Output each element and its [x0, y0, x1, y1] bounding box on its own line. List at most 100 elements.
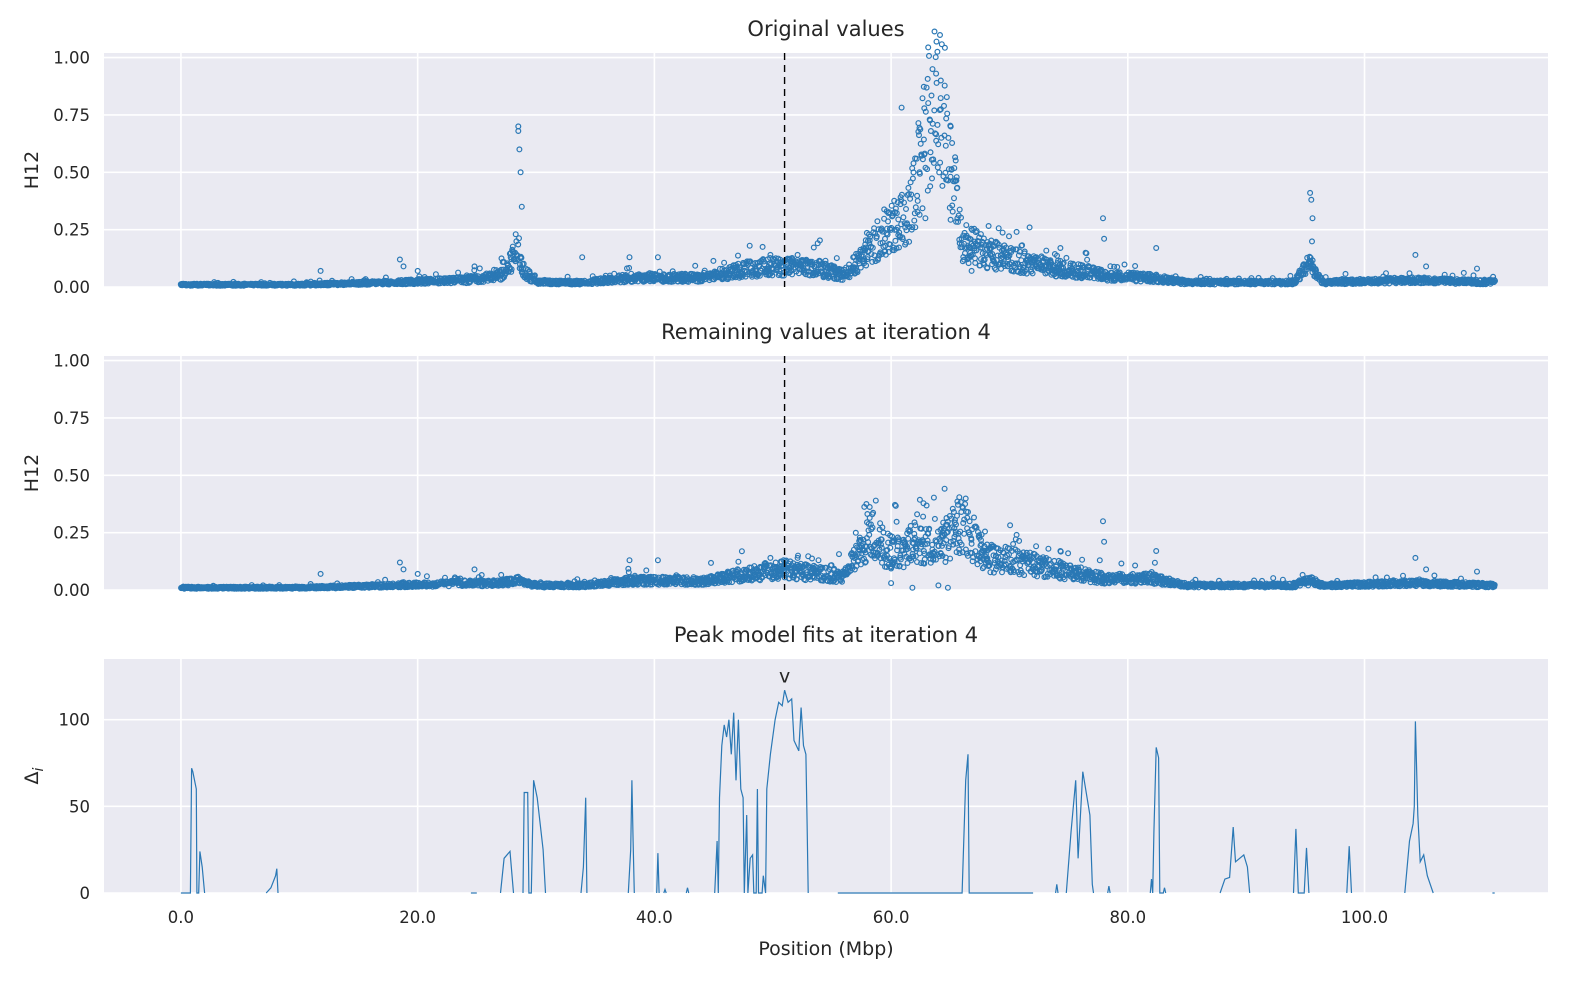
data-point — [902, 239, 909, 246]
data-point — [943, 94, 950, 101]
data-point — [897, 201, 904, 208]
panel-title: Original values — [747, 17, 904, 41]
data-point — [833, 255, 840, 262]
data-point — [515, 235, 522, 242]
data-point — [925, 44, 932, 51]
data-point — [911, 217, 918, 224]
panel-remaining-values: Remaining values at iteration 4 H12 0.00… — [21, 320, 1548, 600]
y-tick-label: 0.00 — [53, 278, 90, 297]
data-point — [500, 259, 507, 266]
data-point — [516, 261, 523, 268]
data-point — [922, 108, 929, 115]
data-point — [921, 105, 928, 112]
data-point — [936, 169, 943, 176]
data-point — [869, 258, 876, 265]
data-point — [867, 233, 874, 240]
data-point — [915, 132, 922, 139]
data-point — [930, 159, 937, 166]
data-point — [927, 183, 934, 190]
data-point — [898, 221, 905, 228]
data-point — [938, 41, 945, 48]
data-point — [785, 263, 792, 270]
data-point — [936, 31, 943, 38]
y-tick-label: 1.00 — [53, 49, 90, 68]
data-point — [908, 191, 915, 198]
data-point — [900, 214, 907, 221]
data-point — [455, 269, 462, 276]
data-point — [951, 165, 958, 172]
data-point — [949, 208, 956, 215]
data-point — [863, 262, 870, 269]
data-point — [710, 257, 717, 264]
data-point — [914, 197, 921, 204]
data-point — [512, 231, 519, 238]
data-point — [857, 264, 864, 271]
data-point — [899, 236, 906, 243]
data-point — [920, 136, 927, 143]
data-point — [933, 79, 940, 86]
data-point — [868, 251, 875, 258]
data-point — [816, 237, 823, 244]
data-point — [949, 140, 956, 147]
data-point — [957, 214, 964, 221]
data-point — [919, 95, 926, 102]
data-point — [941, 44, 948, 51]
y-tick-label: 0.50 — [53, 163, 90, 182]
data-point — [734, 252, 741, 259]
data-point — [810, 244, 817, 251]
data-point — [873, 233, 880, 240]
data-point — [906, 238, 913, 245]
data-points — [177, 28, 1498, 289]
data-point — [874, 218, 881, 225]
data-point — [886, 209, 893, 216]
data-point — [895, 216, 902, 223]
data-point — [953, 177, 960, 184]
data-point — [916, 211, 923, 218]
data-point — [942, 142, 949, 149]
data-point — [942, 169, 949, 176]
data-point — [910, 169, 917, 176]
data-point — [932, 54, 939, 61]
data-point — [736, 264, 743, 271]
data-point — [937, 159, 944, 166]
data-point — [888, 202, 895, 209]
data-point — [892, 237, 899, 244]
data-point — [881, 235, 888, 242]
data-point — [721, 259, 728, 266]
data-point — [515, 241, 522, 248]
data-point — [866, 237, 873, 244]
data-point — [509, 243, 516, 250]
data-point — [949, 202, 956, 209]
data-point — [935, 141, 942, 148]
data-point — [917, 140, 924, 147]
data-point — [884, 231, 891, 238]
panel-original-values: Original values H12 0.000.250.500.751.00 — [21, 17, 1548, 297]
data-point — [920, 83, 927, 90]
data-point — [937, 106, 944, 113]
data-point — [917, 126, 924, 133]
data-point — [852, 261, 859, 268]
data-point — [919, 205, 926, 212]
data-point — [931, 28, 938, 35]
data-point — [520, 260, 527, 267]
data-point — [940, 102, 947, 109]
data-point — [909, 224, 916, 231]
data-point — [956, 206, 963, 213]
data-point — [950, 195, 957, 202]
data-point — [508, 268, 515, 275]
data-point — [893, 210, 900, 217]
data-point — [923, 84, 930, 91]
data-point — [900, 199, 907, 206]
data-point — [746, 242, 753, 249]
data-point — [931, 107, 938, 114]
data-point — [945, 134, 952, 141]
data-point — [759, 243, 766, 250]
y-tick-labels: 0.000.250.500.751.00 — [53, 49, 90, 297]
data-point — [902, 206, 909, 213]
data-point — [933, 38, 940, 45]
plot-area — [104, 356, 1548, 590]
data-point — [626, 264, 633, 271]
data-point — [909, 175, 916, 182]
data-point — [869, 244, 876, 251]
